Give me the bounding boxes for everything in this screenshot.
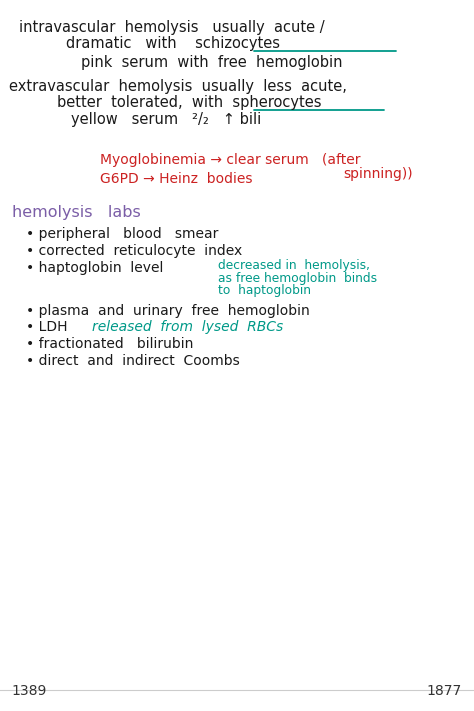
Text: • LDH: • LDH [26, 321, 68, 334]
Text: • peripheral   blood   smear: • peripheral blood smear [26, 228, 219, 241]
Text: Myoglobinemia → clear serum   (after: Myoglobinemia → clear serum (after [100, 153, 360, 166]
Text: G6PD → Heinz  bodies: G6PD → Heinz bodies [100, 172, 252, 186]
Text: • fractionated   bilirubin: • fractionated bilirubin [26, 338, 193, 351]
Text: extravascular  hemolysis  usually  less  acute,: extravascular hemolysis usually less acu… [9, 79, 347, 94]
Text: released  from  lysed  RBCs: released from lysed RBCs [92, 321, 283, 334]
Text: better  tolerated,  with  spherocytes: better tolerated, with spherocytes [57, 95, 321, 110]
Text: • corrected  reticulocyte  index: • corrected reticulocyte index [26, 245, 242, 258]
Text: decreased in  hemolysis,: decreased in hemolysis, [218, 259, 370, 272]
Text: intravascular  hemolysis   usually  acute /: intravascular hemolysis usually acute / [19, 20, 325, 35]
Text: to  haptoglobin: to haptoglobin [218, 284, 311, 296]
Text: • haptoglobin  level: • haptoglobin level [26, 262, 164, 275]
Text: 1389: 1389 [12, 684, 47, 698]
Text: 1877: 1877 [427, 684, 462, 698]
Text: • direct  and  indirect  Coombs: • direct and indirect Coombs [26, 355, 240, 368]
Text: pink  serum  with  free  hemoglobin: pink serum with free hemoglobin [81, 55, 342, 70]
Text: hemolysis   labs: hemolysis labs [12, 205, 141, 220]
Text: as free hemoglobin  binds: as free hemoglobin binds [218, 272, 377, 284]
Text: yellow   serum   ²/₂   ↑ bili: yellow serum ²/₂ ↑ bili [71, 112, 261, 127]
Text: • plasma  and  urinary  free  hemoglobin: • plasma and urinary free hemoglobin [26, 304, 310, 318]
Text: dramatic   with    schizocytes: dramatic with schizocytes [66, 36, 280, 51]
Text: spinning)): spinning)) [344, 167, 413, 181]
